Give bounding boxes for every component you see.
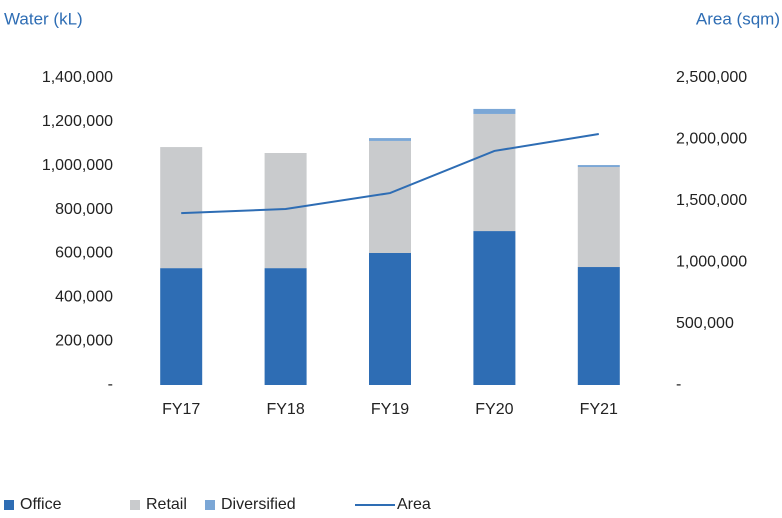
legend-label: Office xyxy=(20,496,62,513)
y2-tick-label: 2,000,000 xyxy=(676,131,747,148)
line xyxy=(181,133,599,215)
legend-label: Diversified xyxy=(221,496,296,513)
bar xyxy=(160,268,203,385)
bar xyxy=(264,268,307,385)
y-tick-label: 1,400,000 xyxy=(42,69,113,86)
y-tick-label: 800,000 xyxy=(55,201,113,218)
y2-tick-label: 1,500,000 xyxy=(676,192,747,209)
y2-tick-label: - xyxy=(676,376,681,393)
bar xyxy=(577,165,620,168)
legend-swatch xyxy=(205,500,215,510)
bar xyxy=(577,267,620,385)
x-tick-label: FY19 xyxy=(371,401,409,418)
y-tick-label: 1,200,000 xyxy=(42,113,113,130)
bar xyxy=(369,138,411,141)
y2-tick-label: 500,000 xyxy=(676,315,734,332)
bar xyxy=(160,147,203,269)
x-tick-label: FY20 xyxy=(475,401,513,418)
x-tick-label: FY17 xyxy=(162,401,200,418)
y-axis-title: Water (kL) xyxy=(4,9,83,28)
bar xyxy=(473,108,516,114)
bar xyxy=(577,167,620,268)
x-tick-label: FY21 xyxy=(580,401,618,418)
y-tick-label: 400,000 xyxy=(55,289,113,306)
bar xyxy=(473,113,516,232)
y-tick-label: - xyxy=(108,376,113,393)
bar xyxy=(369,252,411,385)
legend-swatch xyxy=(4,500,14,510)
y-tick-label: 1,000,000 xyxy=(42,157,113,174)
x-tick-label: FY18 xyxy=(266,401,304,418)
bar xyxy=(369,140,411,253)
y2-axis-title: Area (sqm) xyxy=(696,9,780,28)
legend-label: Area xyxy=(397,496,431,513)
y2-tick-label: 2,500,000 xyxy=(676,69,747,86)
legend-swatch xyxy=(130,500,140,510)
legend-label: Retail xyxy=(146,496,187,513)
y2-tick-label: 1,000,000 xyxy=(676,253,747,270)
y-tick-label: 600,000 xyxy=(55,245,113,262)
y-tick-label: 200,000 xyxy=(55,332,113,349)
bar xyxy=(473,231,516,385)
